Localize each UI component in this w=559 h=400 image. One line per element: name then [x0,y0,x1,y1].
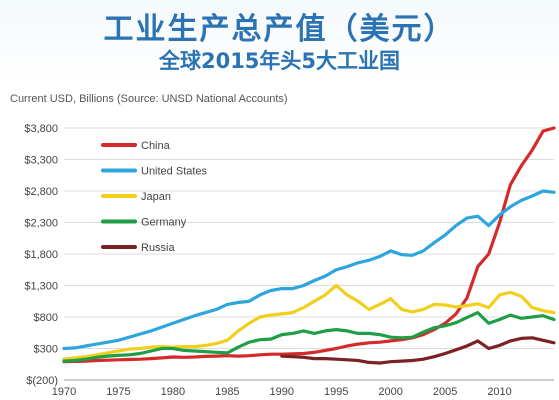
x-tick-label: 2000 [378,386,402,398]
x-tick-label: 1975 [106,386,130,398]
x-tick-label: 1995 [324,386,348,398]
x-tick-label: 1980 [161,386,185,398]
y-tick-label: $3,800 [24,123,58,135]
y-tick-label: $3,300 [24,155,58,167]
y-tick-label: $800 [34,312,58,324]
legend-label: Japan [141,191,171,203]
y-tick-label: $2,300 [24,218,58,230]
x-tick-label: 1970 [52,386,76,398]
series-line-russia [280,336,556,365]
x-tick-label: 2005 [433,386,457,398]
series-line-china [62,126,556,364]
y-tick-label: $300 [34,344,58,356]
x-tick-label: 1985 [215,386,239,398]
y-axis-label: Current USD, Billions (Source: UNSD Nati… [10,93,288,105]
chart-header [0,0,559,80]
x-tick-label: 2010 [487,386,511,398]
y-tick-label: $1,800 [24,249,58,261]
y-tick-label: $2,800 [24,186,58,198]
chart-subtitle: 全球2015年头5大工业国 [158,49,401,73]
chart-title: 工业生产总产值（美元） [103,12,456,47]
series-line-united-states [62,189,556,351]
series-line-germany [62,311,556,363]
x-tick-label: 1990 [270,386,294,398]
y-tick-label: $(200) [26,375,58,387]
y-tick-label: $1,300 [24,281,58,293]
legend-label: Germany [141,217,187,229]
legend-label: China [141,140,171,152]
series-line-japan [62,283,556,361]
legend-label: Russia [141,242,176,254]
legend-label: United States [141,166,208,178]
